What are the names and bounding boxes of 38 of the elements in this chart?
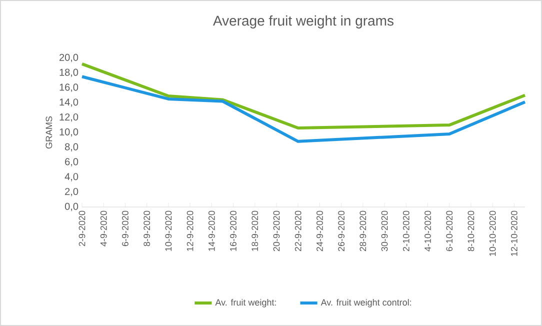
x-tick-label: 8-10-2020 bbox=[468, 210, 474, 252]
x-tick-label: 18-9-2020 bbox=[252, 210, 258, 251]
y-tick-label: 18,0 bbox=[60, 68, 78, 78]
x-tick-label: 6-10-2020 bbox=[446, 210, 453, 252]
x-tick-label: 12-9-2020 bbox=[186, 210, 194, 251]
y-tick-label: 12,0 bbox=[60, 113, 78, 122]
x-tick-label: 26-9-2020 bbox=[338, 210, 345, 252]
line-series bbox=[80, 62, 526, 130]
x-tick-label: 2-10-2020 bbox=[402, 210, 410, 252]
y-axis-title: GRAMS bbox=[46, 116, 52, 149]
x-tick-label: 12-10-2020 bbox=[510, 210, 518, 256]
y-tick-label: 2,0 bbox=[65, 188, 78, 196]
x-tick-label: 2-9-2020 bbox=[78, 210, 86, 246]
x-tick-label: 10-9-2020 bbox=[165, 210, 172, 251]
x-tick-label: 28-9-2020 bbox=[360, 210, 366, 252]
x-tick-label: 30-9-2020 bbox=[381, 210, 388, 252]
chart-title: Average fruit weight in grams bbox=[213, 15, 394, 28]
y-tick-label: 8,0 bbox=[65, 143, 78, 152]
y-tick-label: 20,0 bbox=[60, 54, 78, 62]
x-tick-label: 22-9-2020 bbox=[294, 210, 302, 252]
y-tick-label: 4,0 bbox=[64, 173, 78, 182]
x-tick-label: 6-9-2020 bbox=[122, 210, 128, 246]
y-tick-label: 14,0 bbox=[60, 98, 78, 107]
legend-label: Av. fruit weight: bbox=[215, 298, 276, 308]
x-tick-label: 24-9-2020 bbox=[316, 210, 323, 252]
x-tick-label: 16-9-2020 bbox=[230, 210, 236, 251]
x-tick-label: 4-9-2020 bbox=[100, 210, 107, 246]
line-series bbox=[80, 75, 526, 143]
x-tick-label: 4-10-2020 bbox=[424, 210, 431, 252]
x-tick-label: 10-10-2020 bbox=[489, 210, 496, 256]
y-tick-label: 6,0 bbox=[65, 158, 78, 166]
y-tick-label: 0,0 bbox=[64, 202, 78, 212]
x-tick-label: 14-9-2020 bbox=[208, 210, 215, 251]
y-tick-label: 10,0 bbox=[60, 128, 78, 137]
y-tick-label: 16,0 bbox=[60, 84, 78, 92]
x-tick-label: 8-9-2020 bbox=[144, 210, 150, 246]
legend-label: Av. fruit weight control: bbox=[320, 298, 412, 308]
x-tick-label: 20-9-2020 bbox=[273, 210, 280, 252]
